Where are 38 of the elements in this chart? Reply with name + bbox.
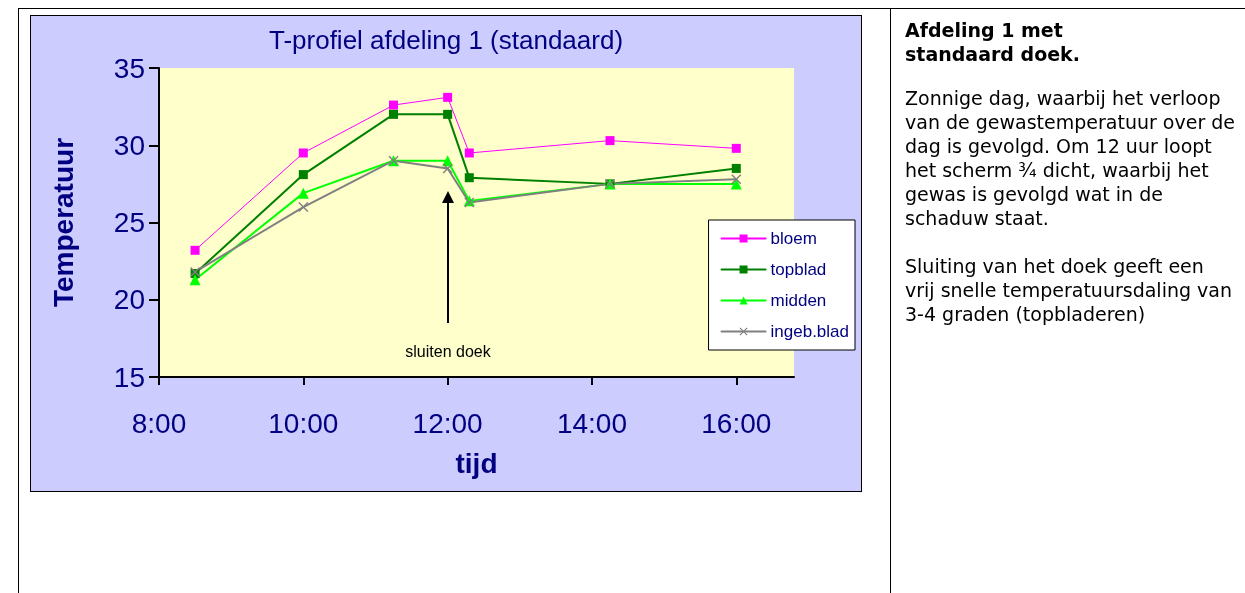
point — [731, 143, 741, 153]
point — [464, 173, 474, 183]
point — [605, 136, 615, 146]
y-tick-label: 15 — [113, 361, 145, 393]
legend-label: topblad — [770, 260, 827, 279]
x-tick-label: 14:00 — [556, 407, 627, 439]
chart-title: T-profiel afdeling 1 (standaard) — [268, 25, 624, 55]
y-axis-title: Temperatuur — [47, 137, 79, 308]
point — [731, 163, 741, 173]
point — [443, 109, 453, 119]
x-tick-label: 10:00 — [268, 407, 339, 439]
legend-label: ingeb.blad — [770, 322, 850, 341]
text: Afdeling 1 met standaard doek. — [905, 18, 1081, 66]
text: Sluiting van het doek geeft een vrij snelle temperatuursdaling van 3-4 graden (topbladeren) — [905, 254, 1233, 326]
y-tick-label: 25 — [113, 207, 145, 238]
point — [297, 187, 309, 199]
annotation: sluiten doek — [404, 343, 492, 361]
point — [298, 148, 308, 158]
x-tick-label: 8:00 — [131, 407, 187, 439]
point — [389, 100, 399, 110]
x-tick-label: 16:00 — [701, 407, 772, 439]
y-tick-label: 30 — [113, 129, 145, 161]
point — [464, 148, 474, 158]
legend-label: midden — [770, 291, 827, 310]
point — [189, 274, 201, 286]
y-tick-label: 20 — [113, 284, 145, 316]
point — [298, 202, 309, 213]
point — [443, 92, 453, 102]
legend-label: bloem — [770, 229, 817, 248]
point — [389, 109, 399, 119]
x-axis-title: tijd — [455, 447, 498, 479]
point — [190, 245, 200, 255]
x-tick-label: 12:00 — [412, 407, 483, 439]
y-tick-label: 35 — [113, 52, 145, 84]
point — [298, 170, 308, 180]
text: Zonnige dag, waarbij het verloop van de gewastemperatuur over de dag is gevolgd. Om 12 uur loopt het scherm ¾ dicht, waarbij het gewas is gevolgd wat in de schaduw staat. — [905, 86, 1235, 230]
point — [442, 163, 453, 174]
point — [731, 174, 742, 185]
